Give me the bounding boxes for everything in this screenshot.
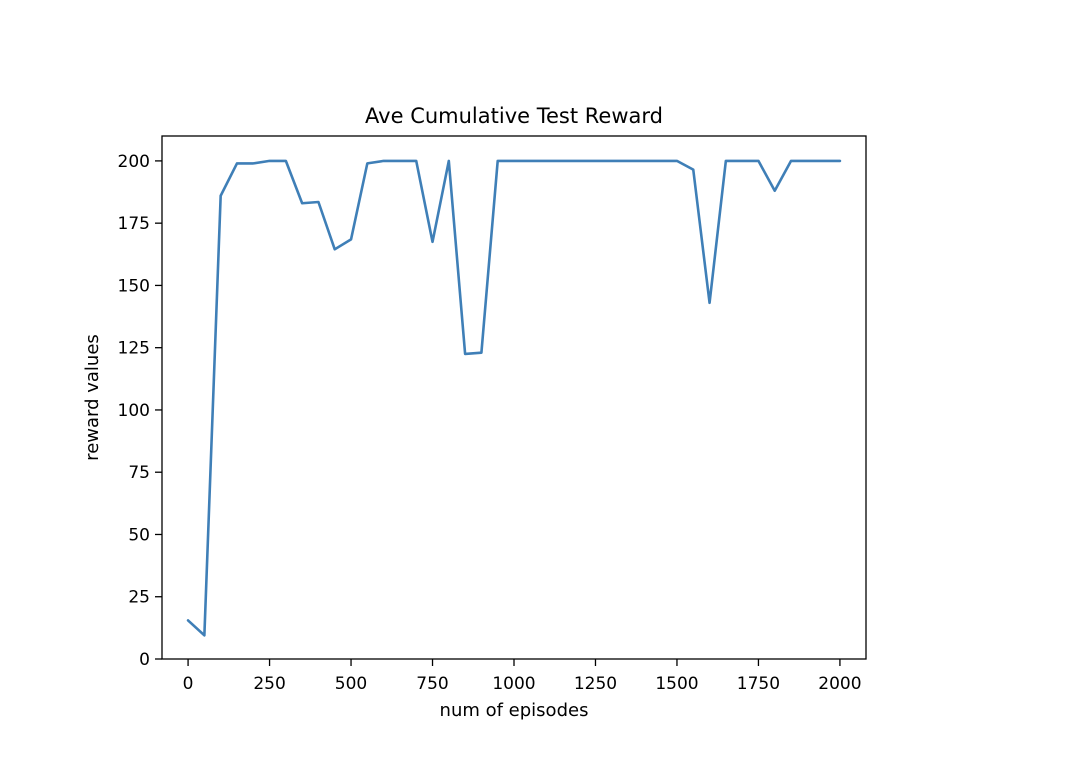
x-axis-label: num of episodes — [440, 700, 589, 721]
series-line-0 — [186, 159, 842, 637]
x-tick-label: 250 — [253, 674, 285, 694]
y-tick-label: 150 — [118, 276, 150, 296]
x-tick-label: 1000 — [492, 674, 535, 694]
x-tick-label: 1250 — [574, 674, 617, 694]
y-tick-label: 75 — [128, 463, 150, 483]
x-tick-label: 500 — [335, 674, 367, 694]
plot-area — [186, 159, 842, 637]
y-tick-label: 50 — [128, 525, 150, 545]
x-tick-label: 1500 — [655, 674, 698, 694]
x-tick-label: 2000 — [818, 674, 861, 694]
x-tick-label: 0 — [183, 674, 194, 694]
axes-frame — [161, 135, 867, 660]
y-tick-label: 25 — [128, 588, 150, 608]
x-tick-label: 1750 — [737, 674, 780, 694]
y-tick-label: 125 — [118, 339, 150, 359]
x-tick-label: 750 — [416, 674, 448, 694]
y-tick-label: 0 — [139, 650, 150, 670]
y-tick-label: 100 — [118, 401, 150, 421]
y-axis-label: reward values — [82, 334, 103, 461]
chart-title: Ave Cumulative Test Reward — [365, 104, 663, 128]
y-tick-label: 175 — [118, 214, 150, 234]
y-tick-label: 200 — [118, 152, 150, 172]
axes: 0 250 500 750 1000 1250 1500 1750 2000 0 25 50 75 100… — [118, 135, 867, 694]
